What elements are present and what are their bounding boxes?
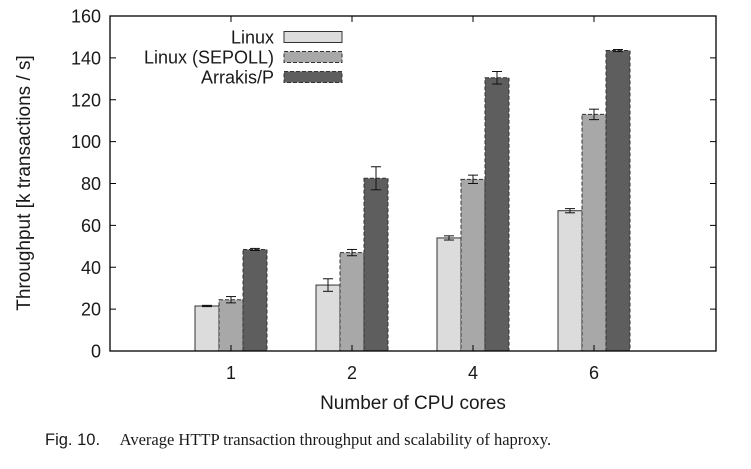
y-tick-label: 120 xyxy=(71,90,101,110)
y-tick-label: 40 xyxy=(81,258,101,278)
bar-linux-sepoll-1 xyxy=(218,299,244,352)
axis-ticks-layer: 0 20 40 60 80 100 120 140 160 1 2 4 6 xyxy=(71,7,716,383)
y-tick-label: 0 xyxy=(91,342,101,362)
y-tick-label: 140 xyxy=(71,48,101,68)
y-tick-label: 20 xyxy=(81,300,101,320)
legend-label-arrakis-p: Arrakis/P xyxy=(201,68,274,88)
x-axis-label: Number of CPU cores xyxy=(320,393,506,414)
x-tick-label: 1 xyxy=(226,363,236,383)
y-tick-label: 100 xyxy=(71,132,101,152)
bars-layer xyxy=(194,50,631,352)
x-tick-label: 6 xyxy=(589,363,599,383)
legend-swatch-linux xyxy=(283,31,343,43)
bar-arrakis-p-6 xyxy=(605,50,631,352)
figure-caption: Fig. 10. Average HTTP transaction throug… xyxy=(45,430,551,449)
y-tick-label: 160 xyxy=(71,7,101,27)
x-tick-label: 4 xyxy=(468,363,478,383)
y-tick-label: 60 xyxy=(81,216,101,236)
bar-linux-6 xyxy=(557,210,583,352)
caption-text: Average HTTP transaction throughput and … xyxy=(120,430,551,449)
error-bars-layer xyxy=(202,49,623,308)
bar-linux-sepoll-2 xyxy=(339,252,365,352)
x-tick-label: 2 xyxy=(347,363,357,383)
legend-swatch-arrakis-p xyxy=(283,71,343,83)
caption-label: Fig. 10. xyxy=(45,431,100,449)
legend-label-linux-sepoll: Linux (SEPOLL) xyxy=(144,48,274,68)
bar-linux-sepoll-4 xyxy=(460,178,486,352)
bar-linux-4 xyxy=(436,237,462,352)
bar-linux-sepoll-6 xyxy=(581,113,607,352)
bar-arrakis-p-2 xyxy=(363,177,389,352)
legend-swatch-linux-sepoll xyxy=(283,51,343,63)
bar-arrakis-p-1 xyxy=(242,248,268,352)
y-axis-label: Throughput [k transactions / s] xyxy=(14,55,35,311)
bar-arrakis-p-4 xyxy=(484,77,510,352)
bar-linux-1 xyxy=(194,305,220,352)
legend-label-linux: Linux xyxy=(231,28,274,48)
y-tick-label: 80 xyxy=(81,174,101,194)
bar-linux-2 xyxy=(315,284,341,352)
